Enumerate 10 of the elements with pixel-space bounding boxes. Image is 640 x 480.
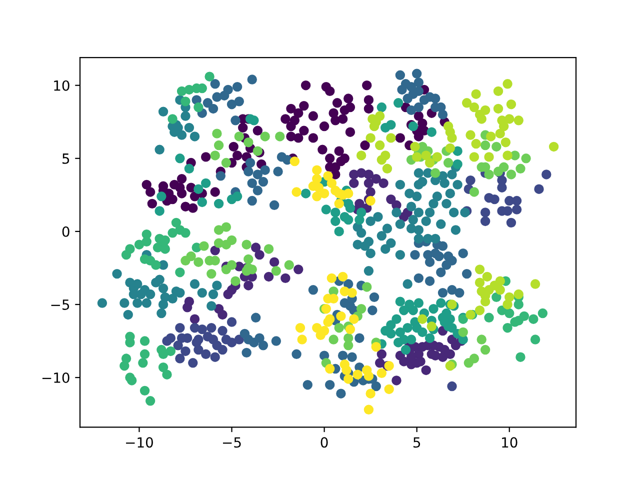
x-tick-label: −5 — [222, 437, 241, 448]
x-tick-label: 0 — [320, 437, 328, 448]
y-tick-label: −10 — [42, 372, 70, 384]
y-tick-label: 10 — [54, 80, 70, 91]
y-tick-label: −5 — [51, 300, 70, 310]
x-tick-label: 10 — [502, 437, 518, 448]
x-tick-label: 5 — [413, 437, 420, 448]
x-tick-label: −10 — [126, 437, 153, 448]
y-tick-label: 0 — [62, 226, 70, 237]
y-tick-label: 5 — [62, 154, 70, 164]
